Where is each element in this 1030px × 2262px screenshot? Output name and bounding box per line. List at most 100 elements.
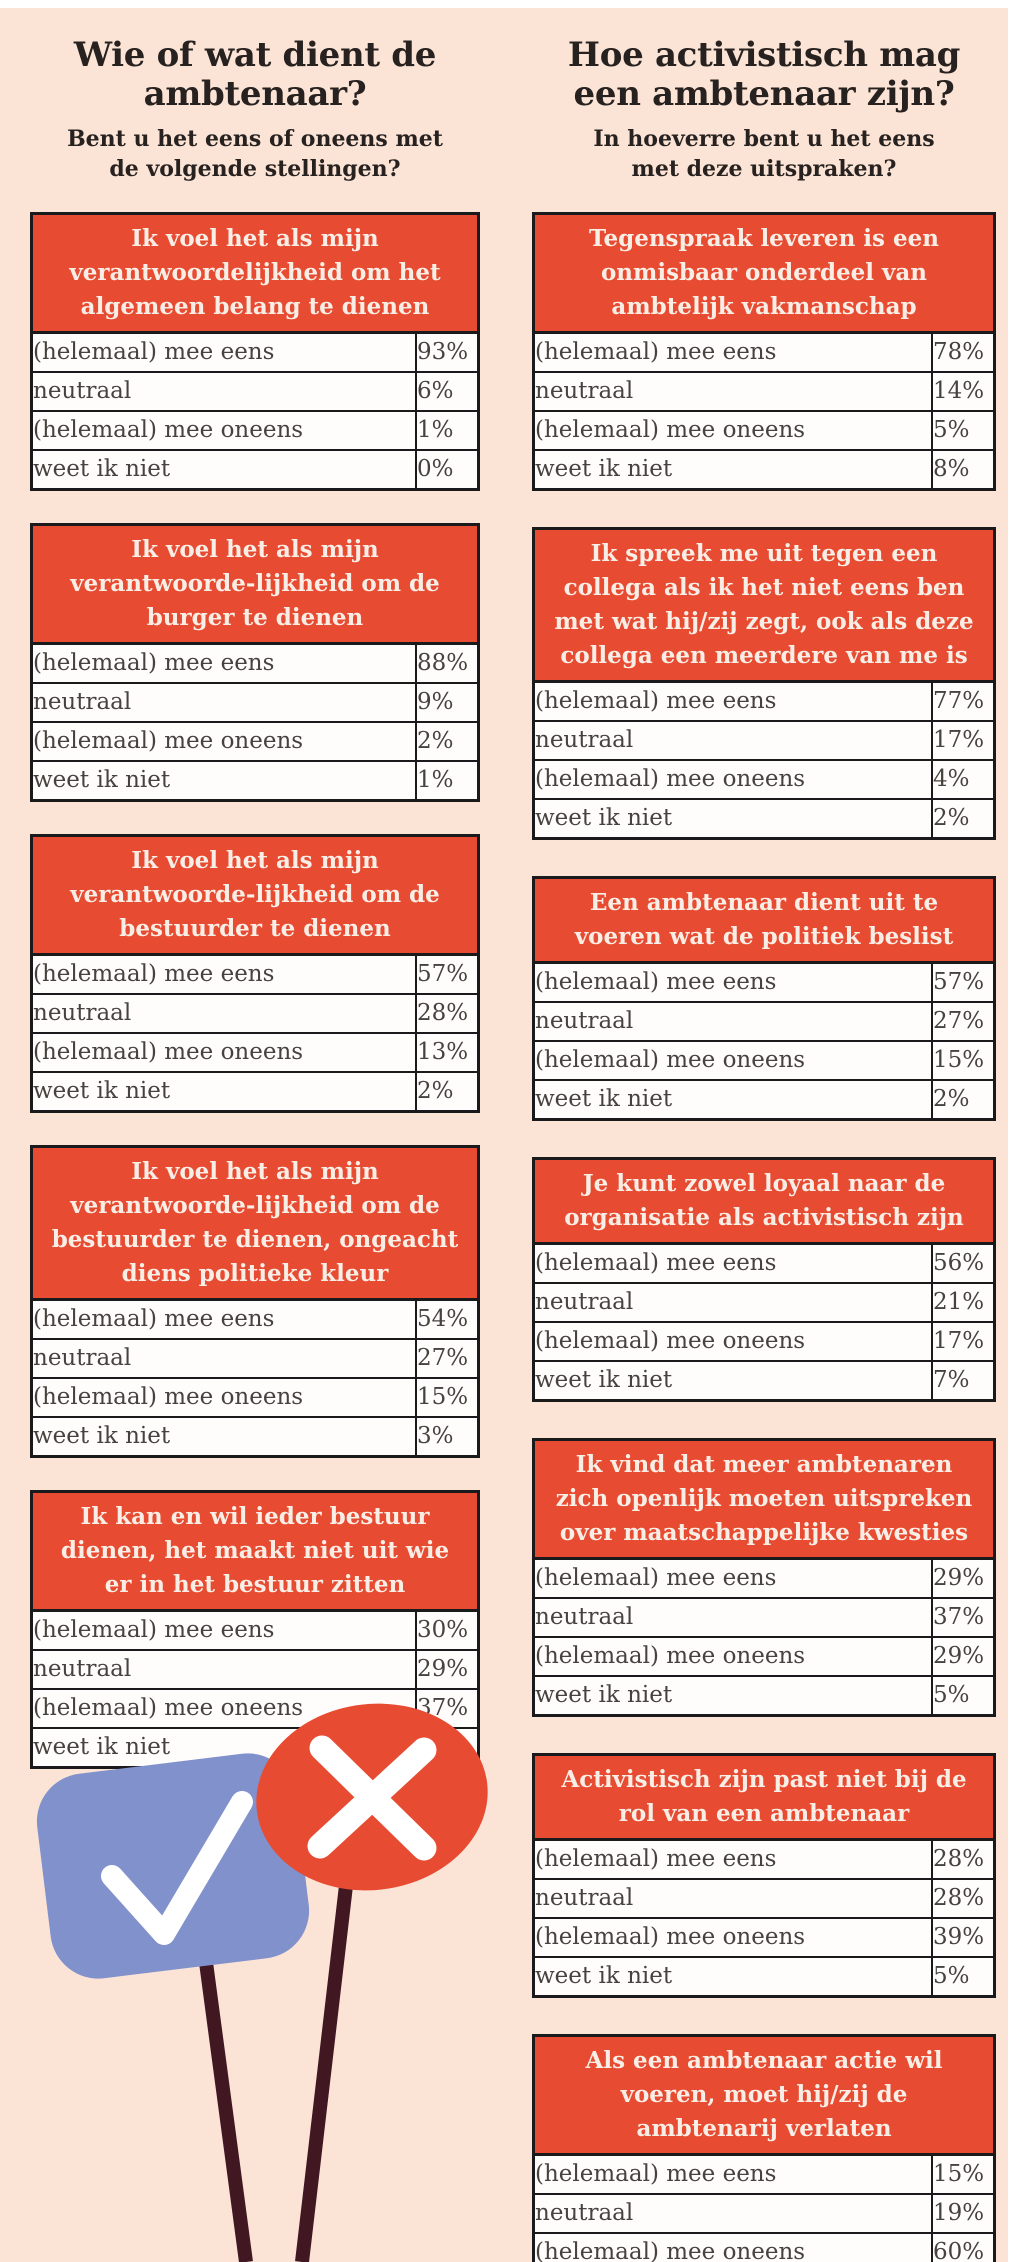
answer-label: neutraal <box>30 1649 417 1690</box>
table-row: (helemaal) mee oneens 39% <box>532 1917 996 1958</box>
answer-label: (helemaal) mee oneens <box>30 410 417 451</box>
answer-value: 39% <box>931 1917 996 1958</box>
answer-value: 78% <box>931 331 996 373</box>
answer-value: 17% <box>931 1321 996 1362</box>
answer-label: (helemaal) mee oneens <box>532 410 933 451</box>
answer-label: weet ik niet <box>30 760 417 802</box>
answer-label: (helemaal) mee eens <box>30 1298 417 1340</box>
answer-value: 2% <box>415 721 480 762</box>
answer-label: (helemaal) mee eens <box>532 1838 933 1880</box>
table-row: (helemaal) mee oneens 15% <box>532 1040 996 1081</box>
table-row: weet ik niet 0% <box>30 449 480 491</box>
answer-label: neutraal <box>30 682 417 723</box>
answer-value: 15% <box>415 1377 480 1418</box>
answer-label: neutraal <box>30 371 417 412</box>
survey-table: Activistisch zijn past niet bij de rol v… <box>532 1753 996 1998</box>
table-row: neutraal 29% <box>30 1649 480 1690</box>
answer-label: weet ik niet <box>532 798 933 840</box>
left-column: Wie of wat dient de ambtenaar? Bent u he… <box>30 32 480 2262</box>
table-row: (helemaal) mee oneens 4% <box>532 759 996 800</box>
answer-value: 37% <box>415 1688 480 1729</box>
answer-label: (helemaal) mee eens <box>532 961 933 1003</box>
survey-table: Ik voel het als mijn verantwoorde-lijkhe… <box>30 523 480 802</box>
answer-value: 1% <box>415 410 480 451</box>
protest-signs-illustration <box>36 1703 488 2262</box>
survey-table-header: Ik spreek me uit tegen een collega als i… <box>532 527 996 683</box>
answer-label: (helemaal) mee eens <box>532 2153 933 2195</box>
answer-value: 1% <box>415 760 480 802</box>
table-row: neutraal 19% <box>532 2193 996 2234</box>
answer-label: (helemaal) mee eens <box>30 331 417 373</box>
survey-table: Ik voel het als mijn verantwoordelijkhei… <box>30 212 480 491</box>
answer-value: 93% <box>415 331 480 373</box>
answer-value: 7% <box>931 1360 996 1402</box>
answer-value: 2% <box>415 1071 480 1113</box>
answer-value: 88% <box>415 642 480 684</box>
table-row: (helemaal) mee eens 77% <box>532 680 996 722</box>
table-row: (helemaal) mee oneens 60% <box>532 2232 996 2262</box>
survey-table-header: Je kunt zowel loyaal naar de organisatie… <box>532 1157 996 1245</box>
answer-label: neutraal <box>30 993 417 1034</box>
answer-value: 54% <box>415 1298 480 1340</box>
table-row: (helemaal) mee eens 54% <box>30 1298 480 1340</box>
answer-value: 37% <box>931 1597 996 1638</box>
survey-table-header: Ik voel het als mijn verantwoorde-lijkhe… <box>30 834 480 956</box>
table-row: (helemaal) mee eens 30% <box>30 1609 480 1651</box>
table-row: (helemaal) mee eens 29% <box>532 1557 996 1599</box>
answer-value: 15% <box>931 2153 996 2195</box>
checkmark-icon <box>101 1791 253 1945</box>
answer-value: 30% <box>415 1609 480 1651</box>
answer-label: weet ik niet <box>532 1079 933 1121</box>
survey-table: Als een ambtenaar actie wil voeren, moet… <box>532 2034 996 2262</box>
answer-label: (helemaal) mee oneens <box>30 1377 417 1418</box>
table-row: (helemaal) mee eens 15% <box>532 2153 996 2195</box>
table-row: weet ik niet 2% <box>532 798 996 840</box>
table-row: (helemaal) mee oneens 15% <box>30 1377 480 1418</box>
sign-stick-right <box>295 1859 356 2262</box>
cross-icon <box>307 1735 437 1861</box>
answer-value: 19% <box>931 2193 996 2234</box>
answer-label: (helemaal) mee oneens <box>532 1040 933 1081</box>
survey-table-header: Ik voel het als mijn verantwoorde-lijkhe… <box>30 1145 480 1301</box>
table-row: (helemaal) mee oneens 29% <box>532 1636 996 1677</box>
table-row: neutraal 14% <box>532 371 996 412</box>
answer-value: 28% <box>931 1838 996 1880</box>
answer-value: 27% <box>931 1001 996 1042</box>
answer-value: 17% <box>931 720 996 761</box>
answer-label: (helemaal) mee eens <box>532 680 933 722</box>
answer-label: neutraal <box>532 2193 933 2234</box>
infographic-canvas: Wie of wat dient de ambtenaar? Bent u he… <box>0 8 1008 2262</box>
survey-table-header: Ik vind dat meer ambtenaren zich openlij… <box>532 1438 996 1560</box>
survey-table: Ik vind dat meer ambtenaren zich openlij… <box>532 1438 996 1717</box>
answer-label: neutraal <box>532 1597 933 1638</box>
table-row: (helemaal) mee oneens 17% <box>532 1321 996 1362</box>
survey-table-header: Tegenspraak leveren is een onmisbaar ond… <box>532 212 996 334</box>
table-row: (helemaal) mee oneens 13% <box>30 1032 480 1073</box>
left-column-subtitle: Bent u het eens of oneens met de volgend… <box>67 126 443 182</box>
table-row: weet ik niet 7% <box>532 1360 996 1402</box>
table-row: (helemaal) mee eens 78% <box>532 331 996 373</box>
answer-label: (helemaal) mee oneens <box>30 721 417 762</box>
survey-table: Tegenspraak leveren is een onmisbaar ond… <box>532 212 996 491</box>
answer-label: (helemaal) mee oneens <box>532 1636 933 1677</box>
answer-label: (helemaal) mee eens <box>532 1242 933 1284</box>
table-row: weet ik niet 2% <box>532 1079 996 1121</box>
left-column-title: Wie of wat dient de ambtenaar? <box>73 35 437 114</box>
answer-label: (helemaal) mee oneens <box>532 1321 933 1362</box>
answer-label: weet ik niet <box>30 1416 417 1458</box>
table-row: neutraal 6% <box>30 371 480 412</box>
table-row: neutraal 28% <box>532 1878 996 1919</box>
survey-table-header: Activistisch zijn past niet bij de rol v… <box>532 1753 996 1841</box>
answer-label: neutraal <box>532 720 933 761</box>
answer-value: 57% <box>415 953 480 995</box>
answer-label: weet ik niet <box>30 449 417 491</box>
answer-value: 2% <box>931 798 996 840</box>
columns-container: Wie of wat dient de ambtenaar? Bent u he… <box>0 8 1008 2262</box>
survey-table-header: Een ambtenaar dient uit te voeren wat de… <box>532 876 996 964</box>
answer-label: (helemaal) mee oneens <box>532 1917 933 1958</box>
answer-value: 13% <box>415 1032 480 1073</box>
answer-label: weet ik niet <box>532 449 933 491</box>
answer-label: neutraal <box>30 1338 417 1379</box>
answer-label: (helemaal) mee eens <box>30 953 417 995</box>
table-row: (helemaal) mee eens 57% <box>30 953 480 995</box>
